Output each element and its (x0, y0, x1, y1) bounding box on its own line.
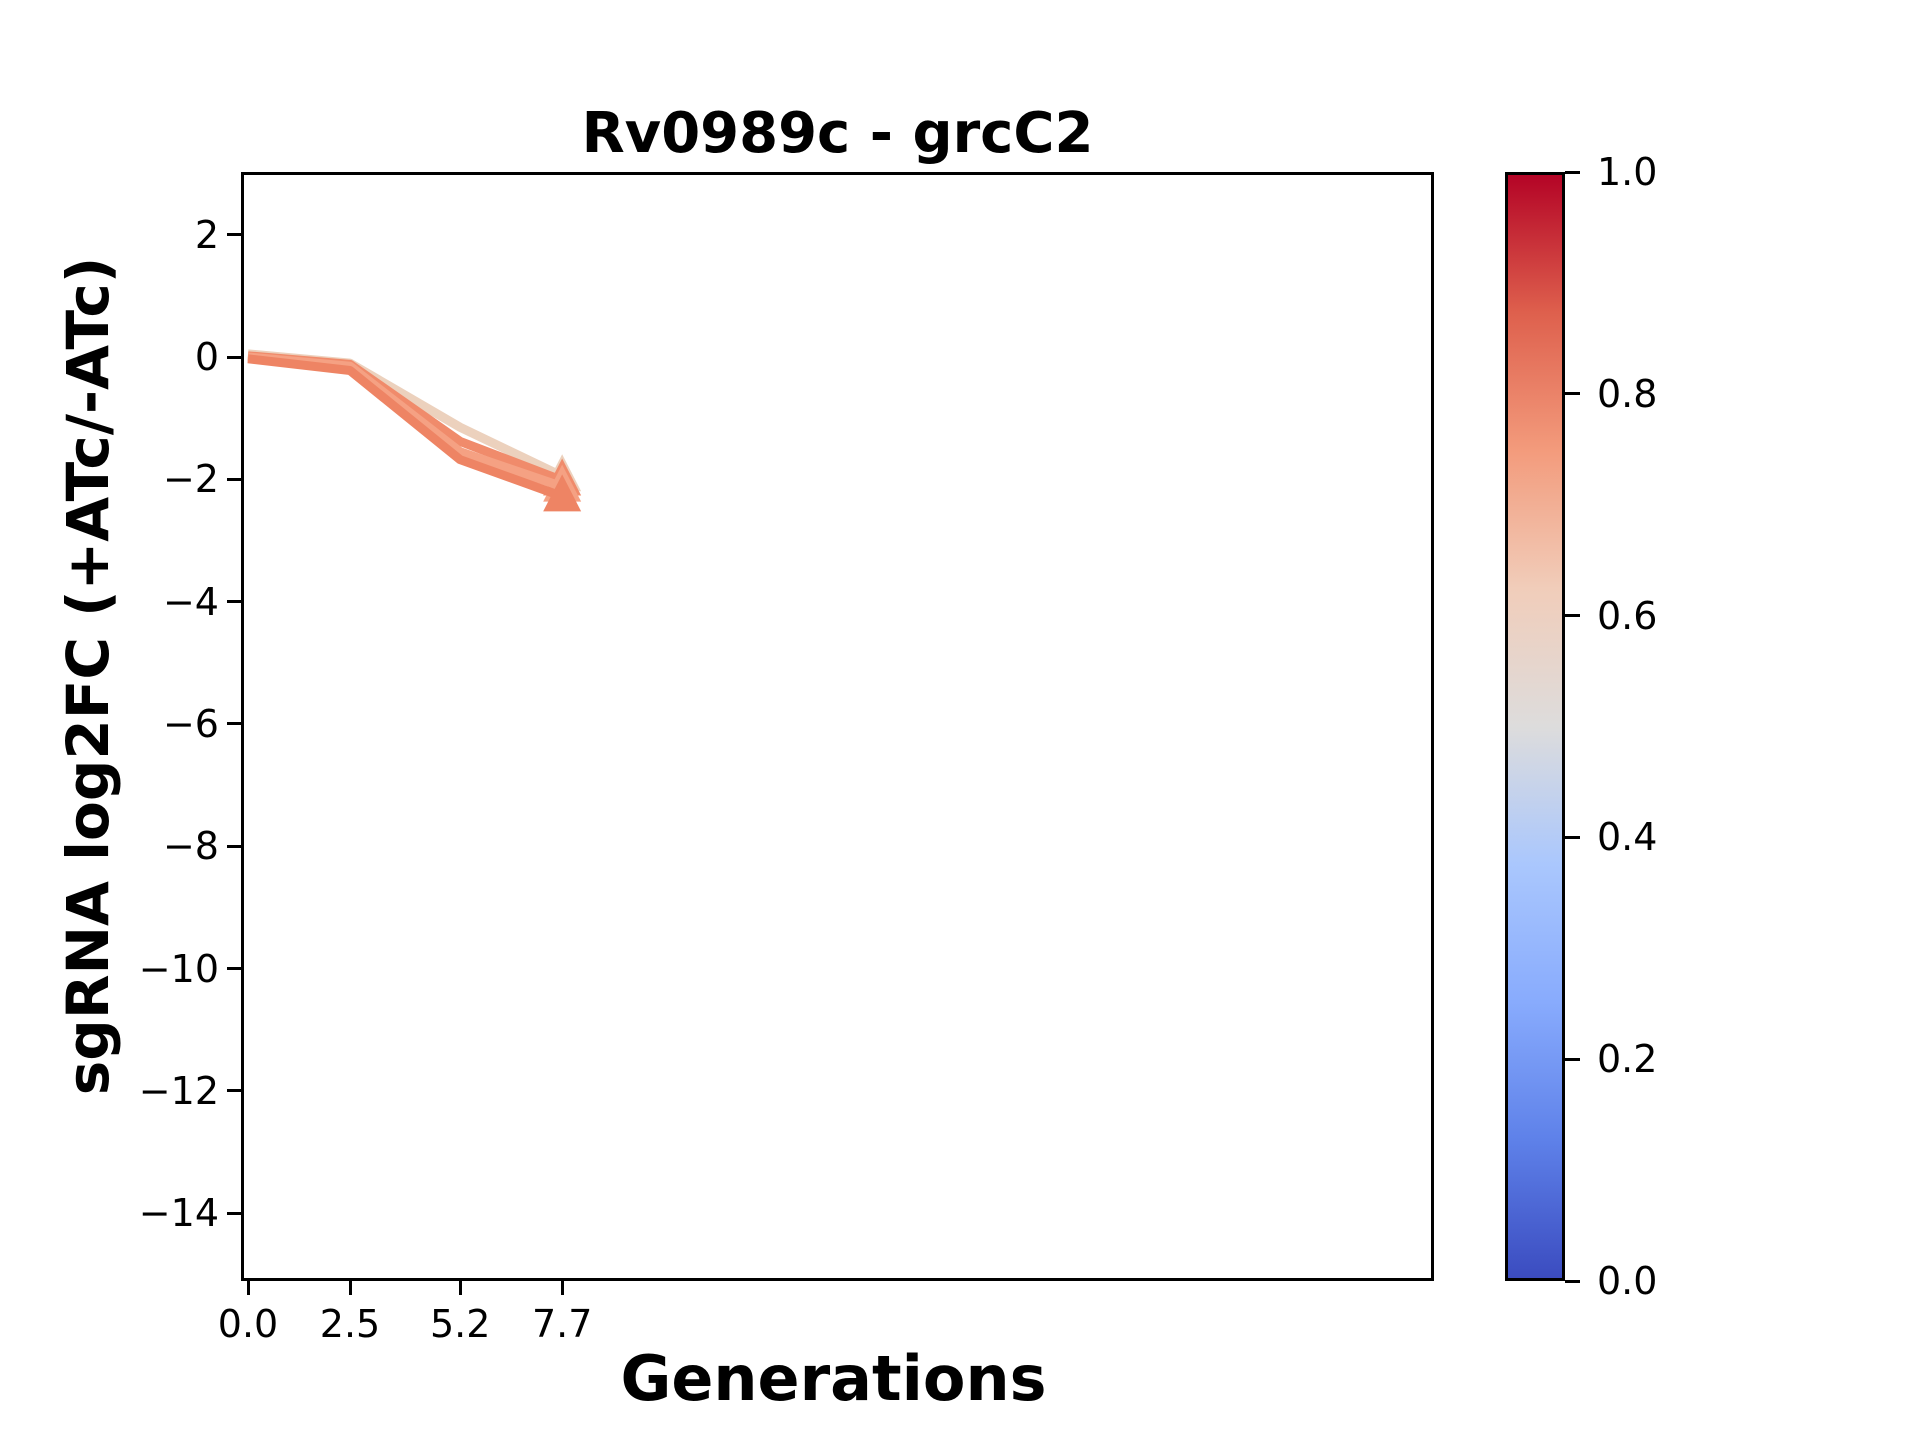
x-tick-mark (560, 1281, 564, 1295)
y-axis-label: sgRNA log2FC (+ATc/-ATc) (54, 256, 122, 1096)
x-tick-mark (348, 1281, 352, 1295)
x-tick-label: 0.0 (217, 1302, 279, 1346)
y-tick-mark (227, 600, 241, 604)
colorbar-tick-mark (1565, 392, 1580, 396)
y-tick-label: −4 (162, 579, 219, 624)
colorbar-tick-label: 0.4 (1597, 815, 1658, 860)
colorbar-tick-mark (1565, 1057, 1580, 1061)
colorbar-tick-label: 0.0 (1597, 1259, 1658, 1303)
y-tick-label: 0 (194, 335, 219, 379)
y-tick-label: −10 (138, 946, 219, 991)
y-tick-mark (227, 233, 241, 237)
chart-title: Rv0989c - grcC2 (581, 101, 1094, 166)
colorbar-tick-mark (1565, 835, 1580, 839)
sgRNA-line-4 (247, 354, 564, 501)
y-tick-label: 2 (194, 212, 219, 257)
colorbar-gradient (1505, 172, 1565, 1281)
x-tick-label: 5.2 (429, 1302, 491, 1346)
colorbar-tick-label: 0.2 (1597, 1037, 1658, 1082)
y-tick-mark (227, 1211, 241, 1215)
sgRNA-line-3 (247, 352, 564, 491)
data-series-layer (247, 349, 582, 512)
x-tick-mark (246, 1281, 250, 1295)
y-tick-label: −2 (162, 457, 219, 502)
y-tick-mark (227, 844, 241, 848)
y-tick-mark (227, 967, 241, 970)
x-tick-label: 7.7 (531, 1302, 593, 1346)
y-tick-mark (227, 355, 241, 359)
colorbar-tick-mark (1565, 614, 1580, 618)
y-tick-label: −6 (162, 701, 219, 746)
y-tick-mark (227, 722, 241, 726)
x-tick-mark (458, 1281, 462, 1295)
colorbar-tick-label: 0.8 (1597, 371, 1658, 416)
colorbar-tick-mark (1565, 1279, 1580, 1283)
colorbar-tick-mark (1565, 170, 1580, 174)
colorbar-tick-label: 1.0 (1597, 150, 1658, 194)
y-tick-label: −8 (162, 824, 219, 869)
triangle-up-marker-4 (543, 474, 582, 512)
colorbar-tick-label: 0.6 (1597, 593, 1658, 638)
x-tick-label: 2.5 (319, 1302, 381, 1346)
plot-area (241, 172, 1434, 1281)
y-tick-mark (227, 1089, 241, 1093)
y-tick-mark (227, 477, 241, 481)
x-axis-label: Generations (620, 1342, 1047, 1415)
y-tick-label: −12 (138, 1068, 219, 1113)
y-tick-label: −14 (138, 1191, 219, 1236)
